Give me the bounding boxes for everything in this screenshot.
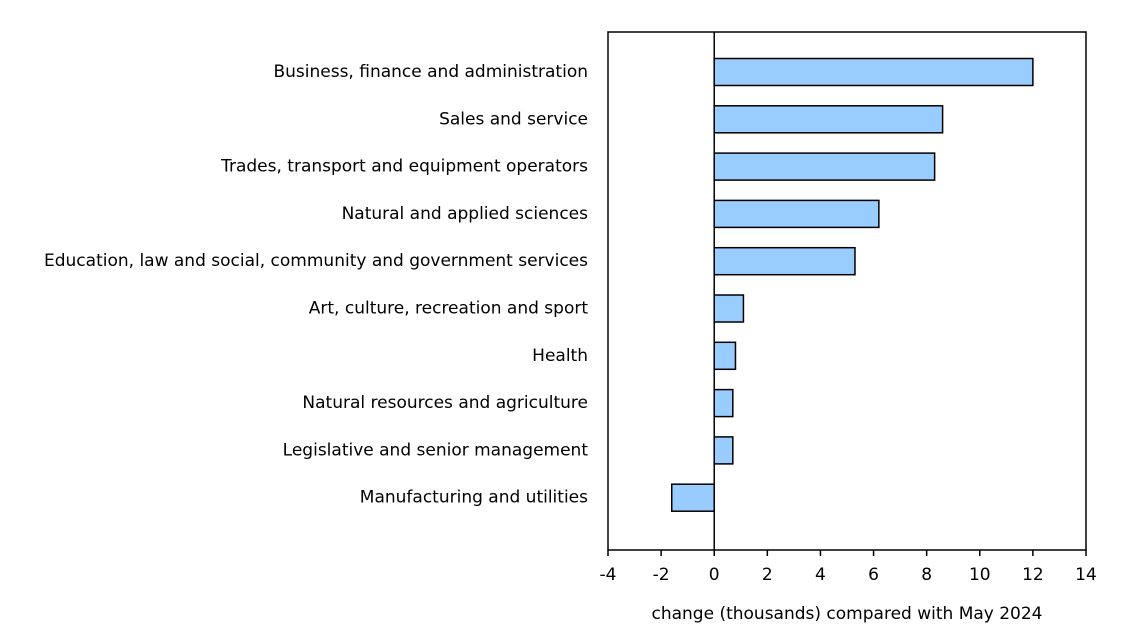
y-tick-label: Education, law and social, community and… — [44, 251, 588, 271]
bar — [713, 152, 936, 181]
x-axis-label: change (thousands) compared with May 202… — [651, 604, 1042, 624]
y-tick-label: Natural and applied sciences — [342, 204, 589, 224]
bar — [670, 483, 715, 512]
y-tick-label: Sales and service — [439, 109, 588, 129]
bar — [713, 341, 737, 371]
x-tick-label: 2 — [762, 565, 773, 585]
x-tick-label: 4 — [815, 565, 826, 585]
y-tick-label: Natural resources and agriculture — [302, 393, 588, 413]
x-tick-label: 8 — [921, 565, 932, 585]
y-tick-label: Manufacturing and utilities — [360, 488, 588, 508]
x-tick-label: -4 — [600, 565, 617, 585]
bar — [713, 294, 745, 323]
x-tick-label: -2 — [653, 565, 670, 585]
bar — [713, 199, 880, 229]
y-tick-label: Art, culture, recreation and sport — [309, 299, 589, 319]
x-tick-label: 10 — [969, 565, 991, 585]
y-tick-label: Business, finance and administration — [273, 62, 588, 82]
y-tick-label: Health — [532, 346, 588, 366]
x-tick-label: 14 — [1075, 565, 1097, 585]
plot-frame — [607, 31, 1087, 551]
x-tick-label: 6 — [868, 565, 879, 585]
bar — [713, 388, 734, 418]
bar — [713, 105, 944, 134]
x-tick-label: 0 — [709, 565, 720, 585]
y-tick-label: Trades, transport and equipment operator… — [220, 157, 588, 177]
y-tick-label: Legislative and senior management — [283, 440, 589, 460]
bar — [713, 246, 856, 276]
bar — [713, 436, 734, 465]
x-tick-label: 12 — [1022, 565, 1044, 585]
bar — [713, 57, 1034, 87]
